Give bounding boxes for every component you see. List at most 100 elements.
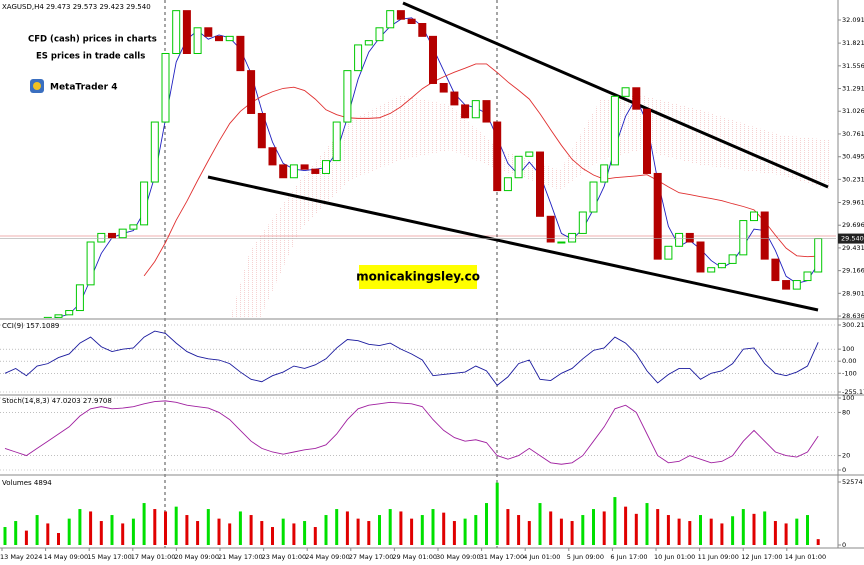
volume-bar [592, 509, 595, 545]
volume-bar [795, 518, 799, 545]
candle-body [257, 112, 266, 149]
candle-body [675, 232, 684, 247]
indicator-line [4, 400, 819, 465]
volume-bar [699, 515, 702, 545]
note: ES prices in trade calls [36, 52, 145, 62]
candle-body [450, 91, 459, 106]
candle-body [343, 70, 352, 123]
candle-body [503, 177, 512, 192]
volume-bar [741, 509, 745, 545]
candle-body [279, 164, 288, 179]
candle-body [182, 10, 191, 54]
candle-body [172, 10, 181, 54]
volume-bar [581, 515, 585, 545]
y-tick-label: 31.026 [842, 107, 864, 115]
volume-bar [174, 506, 178, 545]
y-tick-label: 32.091 [842, 16, 864, 24]
candle-body [643, 108, 651, 174]
candle-body [546, 215, 555, 243]
x-tick-label: 11 Jun 09:00 [698, 553, 739, 561]
candle-body [814, 238, 823, 273]
volume-bar [335, 509, 339, 545]
candle-body [193, 27, 202, 54]
volume-bar [666, 515, 670, 545]
volume-bar [57, 533, 60, 545]
volume-bar [474, 515, 478, 545]
candle-body [386, 10, 395, 29]
volume-bar [324, 515, 328, 545]
volume-bar [399, 511, 403, 545]
candle-body [161, 52, 170, 123]
volume-bar [559, 518, 563, 545]
volume-bar [271, 527, 274, 545]
volume-bar [816, 539, 820, 545]
x-tick-label: 6 Jun 17:00 [610, 553, 647, 561]
watermark-box [359, 265, 477, 289]
trendline [207, 175, 819, 312]
volume-bar [3, 527, 7, 545]
y-tick-label: 31.556 [842, 62, 864, 70]
candle-body [536, 151, 544, 217]
x-tick-label: 10 Jun 01:00 [654, 553, 695, 561]
volume-bar [292, 523, 296, 545]
volume-bar [634, 513, 638, 545]
volume-bar [731, 516, 735, 545]
volume-bar [570, 521, 574, 545]
volume-bar [153, 509, 157, 545]
candle-body [589, 181, 598, 213]
y-tick-label: 80 [842, 408, 850, 416]
volume-bar [313, 527, 317, 545]
candle-body [247, 70, 256, 114]
candle-body [429, 35, 437, 84]
candle-body [150, 121, 159, 183]
y-tick-label: 31.821 [842, 39, 864, 47]
indicator-line [4, 330, 819, 386]
candle-body [86, 241, 95, 286]
volume-bar [131, 518, 135, 545]
volume-bar [89, 511, 93, 545]
candle-body [578, 211, 587, 234]
candle-body [418, 23, 427, 37]
y-tick-label: 30.761 [842, 130, 864, 138]
candle-body [664, 245, 673, 260]
y-tick-label: 30.495 [842, 153, 864, 161]
volume-bar [485, 503, 488, 545]
candle-body [225, 35, 234, 42]
candle-body [140, 181, 149, 226]
volume-bar [46, 523, 50, 545]
x-tick-label: 17 May 01:00 [131, 553, 176, 561]
y-tick-label: 29.696 [842, 221, 864, 229]
x-tick-label: 13 May 2024 [0, 553, 42, 561]
volume-bar [410, 518, 414, 545]
candle-body [632, 87, 641, 110]
candle-body [204, 27, 213, 37]
watermark: monicakingsley.co [356, 270, 480, 284]
candle-body [782, 280, 791, 290]
candle-body [471, 100, 480, 119]
candle-body [332, 121, 341, 162]
candle-body [525, 151, 534, 157]
y-tick-label: 300.2132 [842, 321, 864, 329]
candle-body [407, 18, 416, 25]
candle-body [300, 164, 309, 170]
volume-bar [110, 515, 114, 545]
x-tick-label: 27 May 17:00 [349, 553, 394, 561]
candle-body [728, 254, 737, 264]
volume-bar [356, 518, 360, 545]
volume-bar [228, 523, 232, 545]
volume-bar [709, 518, 713, 545]
candle-body [268, 147, 277, 166]
candle-body [514, 155, 523, 179]
y-tick-label: 20 [842, 452, 850, 460]
volume-bar [752, 513, 756, 545]
volume-bar [517, 515, 521, 545]
volume-bar [121, 523, 125, 545]
volume-bar [763, 511, 767, 545]
logo: MetaTrader 4 [50, 83, 117, 93]
volume-bar [185, 515, 189, 545]
volume-bar [624, 506, 628, 545]
candles [43, 10, 823, 318]
candle-body [65, 310, 74, 316]
